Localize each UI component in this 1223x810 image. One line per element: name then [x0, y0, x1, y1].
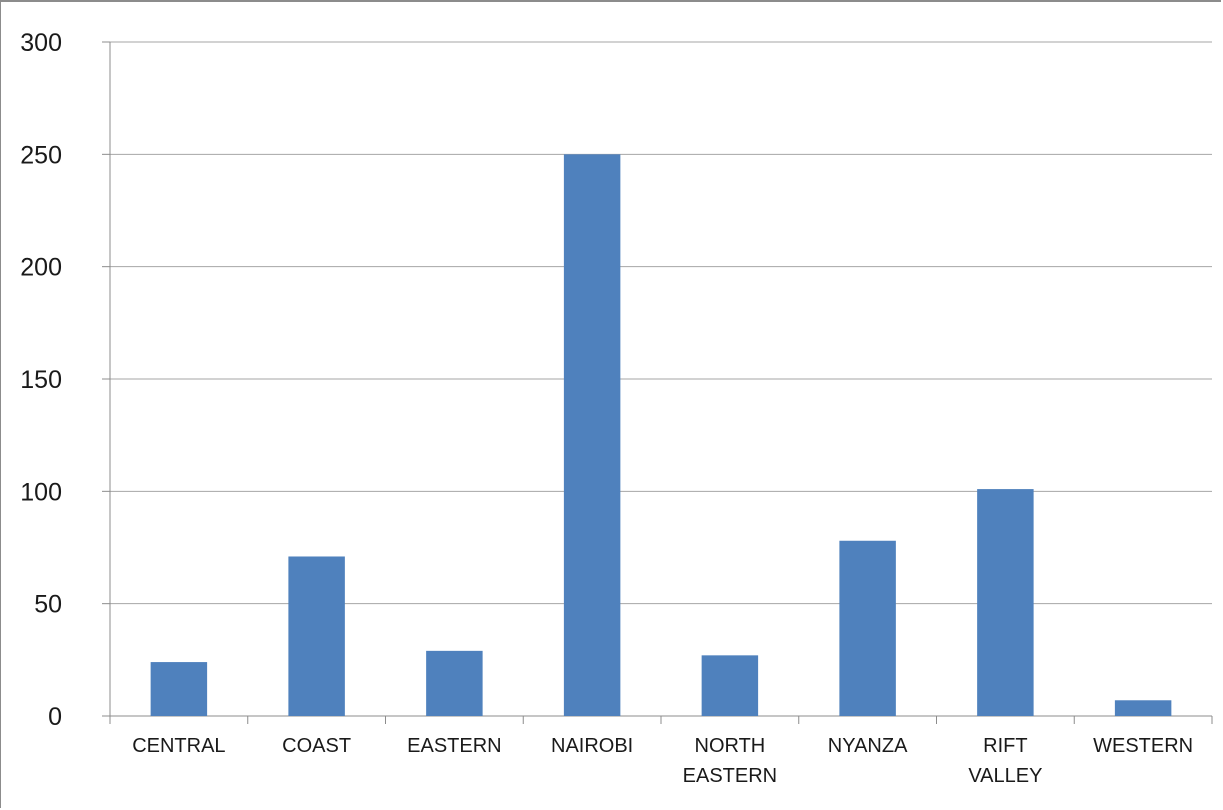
- bar-coast: [288, 556, 345, 716]
- y-tick-label: 150: [20, 366, 62, 394]
- bar-central: [150, 662, 208, 716]
- x-tick-label: NYANZA: [828, 735, 908, 757]
- y-tick-label: 300: [20, 29, 62, 57]
- x-tick-label: WESTERN: [1093, 735, 1193, 757]
- bar-north-eastern: [701, 655, 759, 716]
- bar-nyanza: [839, 540, 896, 716]
- bar-eastern: [426, 650, 483, 716]
- bar-western: [1114, 700, 1172, 716]
- x-tick-label: NORTH EASTERN: [683, 735, 777, 787]
- x-tick-label: NAIROBI: [551, 735, 633, 757]
- y-tick-label: 250: [20, 141, 62, 169]
- x-tick-label: EASTERN: [407, 735, 501, 757]
- x-tick-label: CENTRAL: [132, 735, 225, 757]
- y-tick-label: 100: [20, 478, 62, 506]
- x-tick-label: RIFT VALLEY: [968, 735, 1042, 787]
- bar-nairobi: [563, 154, 621, 717]
- bar-rift-valley: [977, 489, 1034, 716]
- y-tick-label: 50: [34, 591, 62, 619]
- x-tick-label: COAST: [282, 735, 351, 757]
- y-tick-label: 200: [20, 254, 62, 282]
- y-tick-label: 0: [48, 703, 62, 731]
